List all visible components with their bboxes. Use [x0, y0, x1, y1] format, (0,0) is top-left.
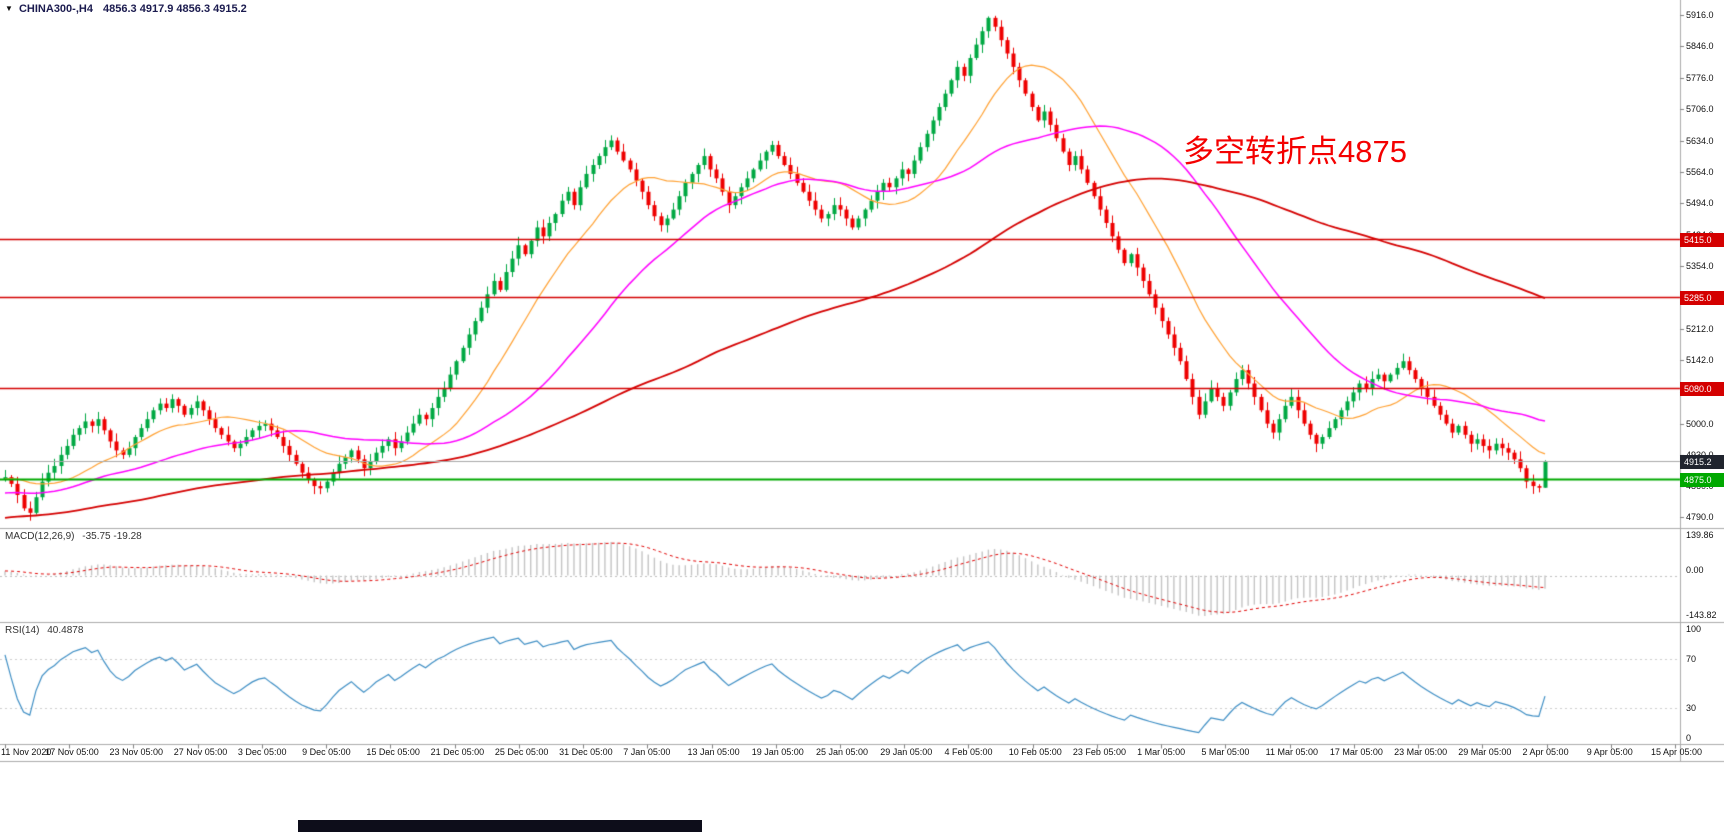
price-axis-tick: 5776.0 — [1686, 72, 1714, 83]
time-axis-label: 21 Dec 05:00 — [430, 747, 485, 757]
time-axis-label: 25 Jan 05:00 — [816, 747, 869, 757]
time-axis-label: 27 Nov 05:00 — [173, 747, 228, 757]
time-axis-label: 25 Dec 05:00 — [494, 747, 549, 757]
rsi-indicator-label: RSI(14) 40.4878 — [5, 625, 88, 636]
price-axis-tick: 5916.0 — [1686, 10, 1714, 21]
rsi-axis-tick: 30 — [1686, 702, 1697, 713]
time-axis-label: 9 Dec 05:00 — [302, 747, 351, 757]
time-axis-label: 29 Jan 05:00 — [880, 747, 933, 757]
price-axis-tick: 5706.0 — [1686, 103, 1714, 114]
macd-axis-tick: 0.00 — [1686, 564, 1704, 575]
hline-price-label: 4875.0 — [1680, 472, 1724, 487]
time-axis-label: 2 Apr 05:00 — [1522, 747, 1569, 757]
time-axis-label: 1 Mar 05:00 — [1137, 747, 1186, 757]
rsi-value: 40.4878 — [47, 625, 84, 636]
rsi-axis-tick: 100 — [1686, 624, 1702, 634]
time-axis-label: 19 Jan 05:00 — [751, 747, 804, 757]
hline-price-label: 5080.0 — [1680, 381, 1724, 396]
price-axis-tick: 5846.0 — [1686, 41, 1714, 52]
time-axis-label: 13 Jan 05:00 — [687, 747, 740, 757]
price-axis-tick: 5634.0 — [1686, 135, 1714, 146]
macd-axis-tick: -143.82 — [1686, 610, 1717, 620]
rsi-axis-tick: 70 — [1686, 654, 1697, 665]
time-axis-label: 15 Dec 05:00 — [366, 747, 420, 757]
time-axis-label: 3 Dec 05:00 — [237, 747, 287, 757]
current-price-label: 4915.2 — [1680, 454, 1724, 469]
time-axis-label: 11 Mar 05:00 — [1265, 747, 1318, 757]
price-axis-tick: 5564.0 — [1686, 167, 1714, 178]
time-axis-label: 10 Feb 05:00 — [1008, 747, 1062, 757]
price-axis-tick: 5494.0 — [1686, 198, 1714, 209]
triangle-down-icon: ▼ — [5, 4, 13, 13]
time-axis[interactable]: 11 Nov 2020 17 Nov 05:00 23 Nov 05:00 27 No… — [0, 747, 1724, 762]
price-annotation: 多空转折点4875 — [1183, 134, 1407, 169]
macd-indicator-label: MACD(12,26,9) -35.75 -19.28 — [5, 531, 147, 542]
bottom-dark-bar — [298, 820, 702, 832]
time-axis-label: 23 Mar 05:00 — [1394, 747, 1448, 757]
price-axis-tick: 5000.0 — [1686, 418, 1714, 429]
time-axis-label: 29 Mar 05:00 — [1458, 747, 1512, 757]
price-axis-tick: 5354.0 — [1686, 260, 1714, 271]
time-axis-label: 31 Dec 05:00 — [559, 747, 613, 757]
macd-values: -35.75 -19.28 — [82, 531, 142, 542]
price-axis[interactable]: 5916.0 5846.0 5776.0 5706.0 5634.0 5564.0 5494… — [1680, 0, 1724, 762]
time-axis-label: 17 Mar 05:00 — [1329, 747, 1383, 757]
time-axis-label: 4 Feb 05:00 — [944, 747, 993, 757]
price-axis-tick: 4790.0 — [1686, 512, 1714, 523]
ohlc-readout: 4856.3 4917.9 4856.3 4915.2 — [103, 3, 247, 15]
time-axis-label: 23 Feb 05:00 — [1072, 747, 1126, 757]
symbol-period-label: CHINA300-,H4 — [18, 3, 93, 15]
time-axis-label: 9 Apr 05:00 — [1586, 747, 1633, 757]
time-axis-label: 5 Mar 05:00 — [1201, 747, 1250, 757]
macd-name: MACD(12,26,9) — [5, 531, 75, 542]
time-axis-label: 17 Nov 05:00 — [45, 747, 99, 757]
hline-price-label: 5415.0 — [1680, 232, 1724, 247]
price-axis-tick: 5142.0 — [1686, 355, 1714, 366]
time-axis-label: 15 Apr 05:00 — [1651, 747, 1703, 757]
time-axis-label: 11 Nov 2020 — [1, 747, 52, 757]
price-axis-tick: 5212.0 — [1686, 324, 1714, 335]
macd-axis-tick: 139.86 — [1686, 530, 1714, 540]
time-axis-label: 7 Jan 05:00 — [623, 747, 671, 757]
rsi-axis-tick: 0 — [1686, 733, 1692, 743]
time-axis-label: 23 Nov 05:00 — [109, 747, 163, 757]
hline-price-label: 5285.0 — [1680, 290, 1724, 305]
rsi-name: RSI(14) — [5, 625, 40, 636]
chart-title: ▼ CHINA300-,H4 4856.3 4917.9 4856.3 4915… — [5, 3, 247, 15]
